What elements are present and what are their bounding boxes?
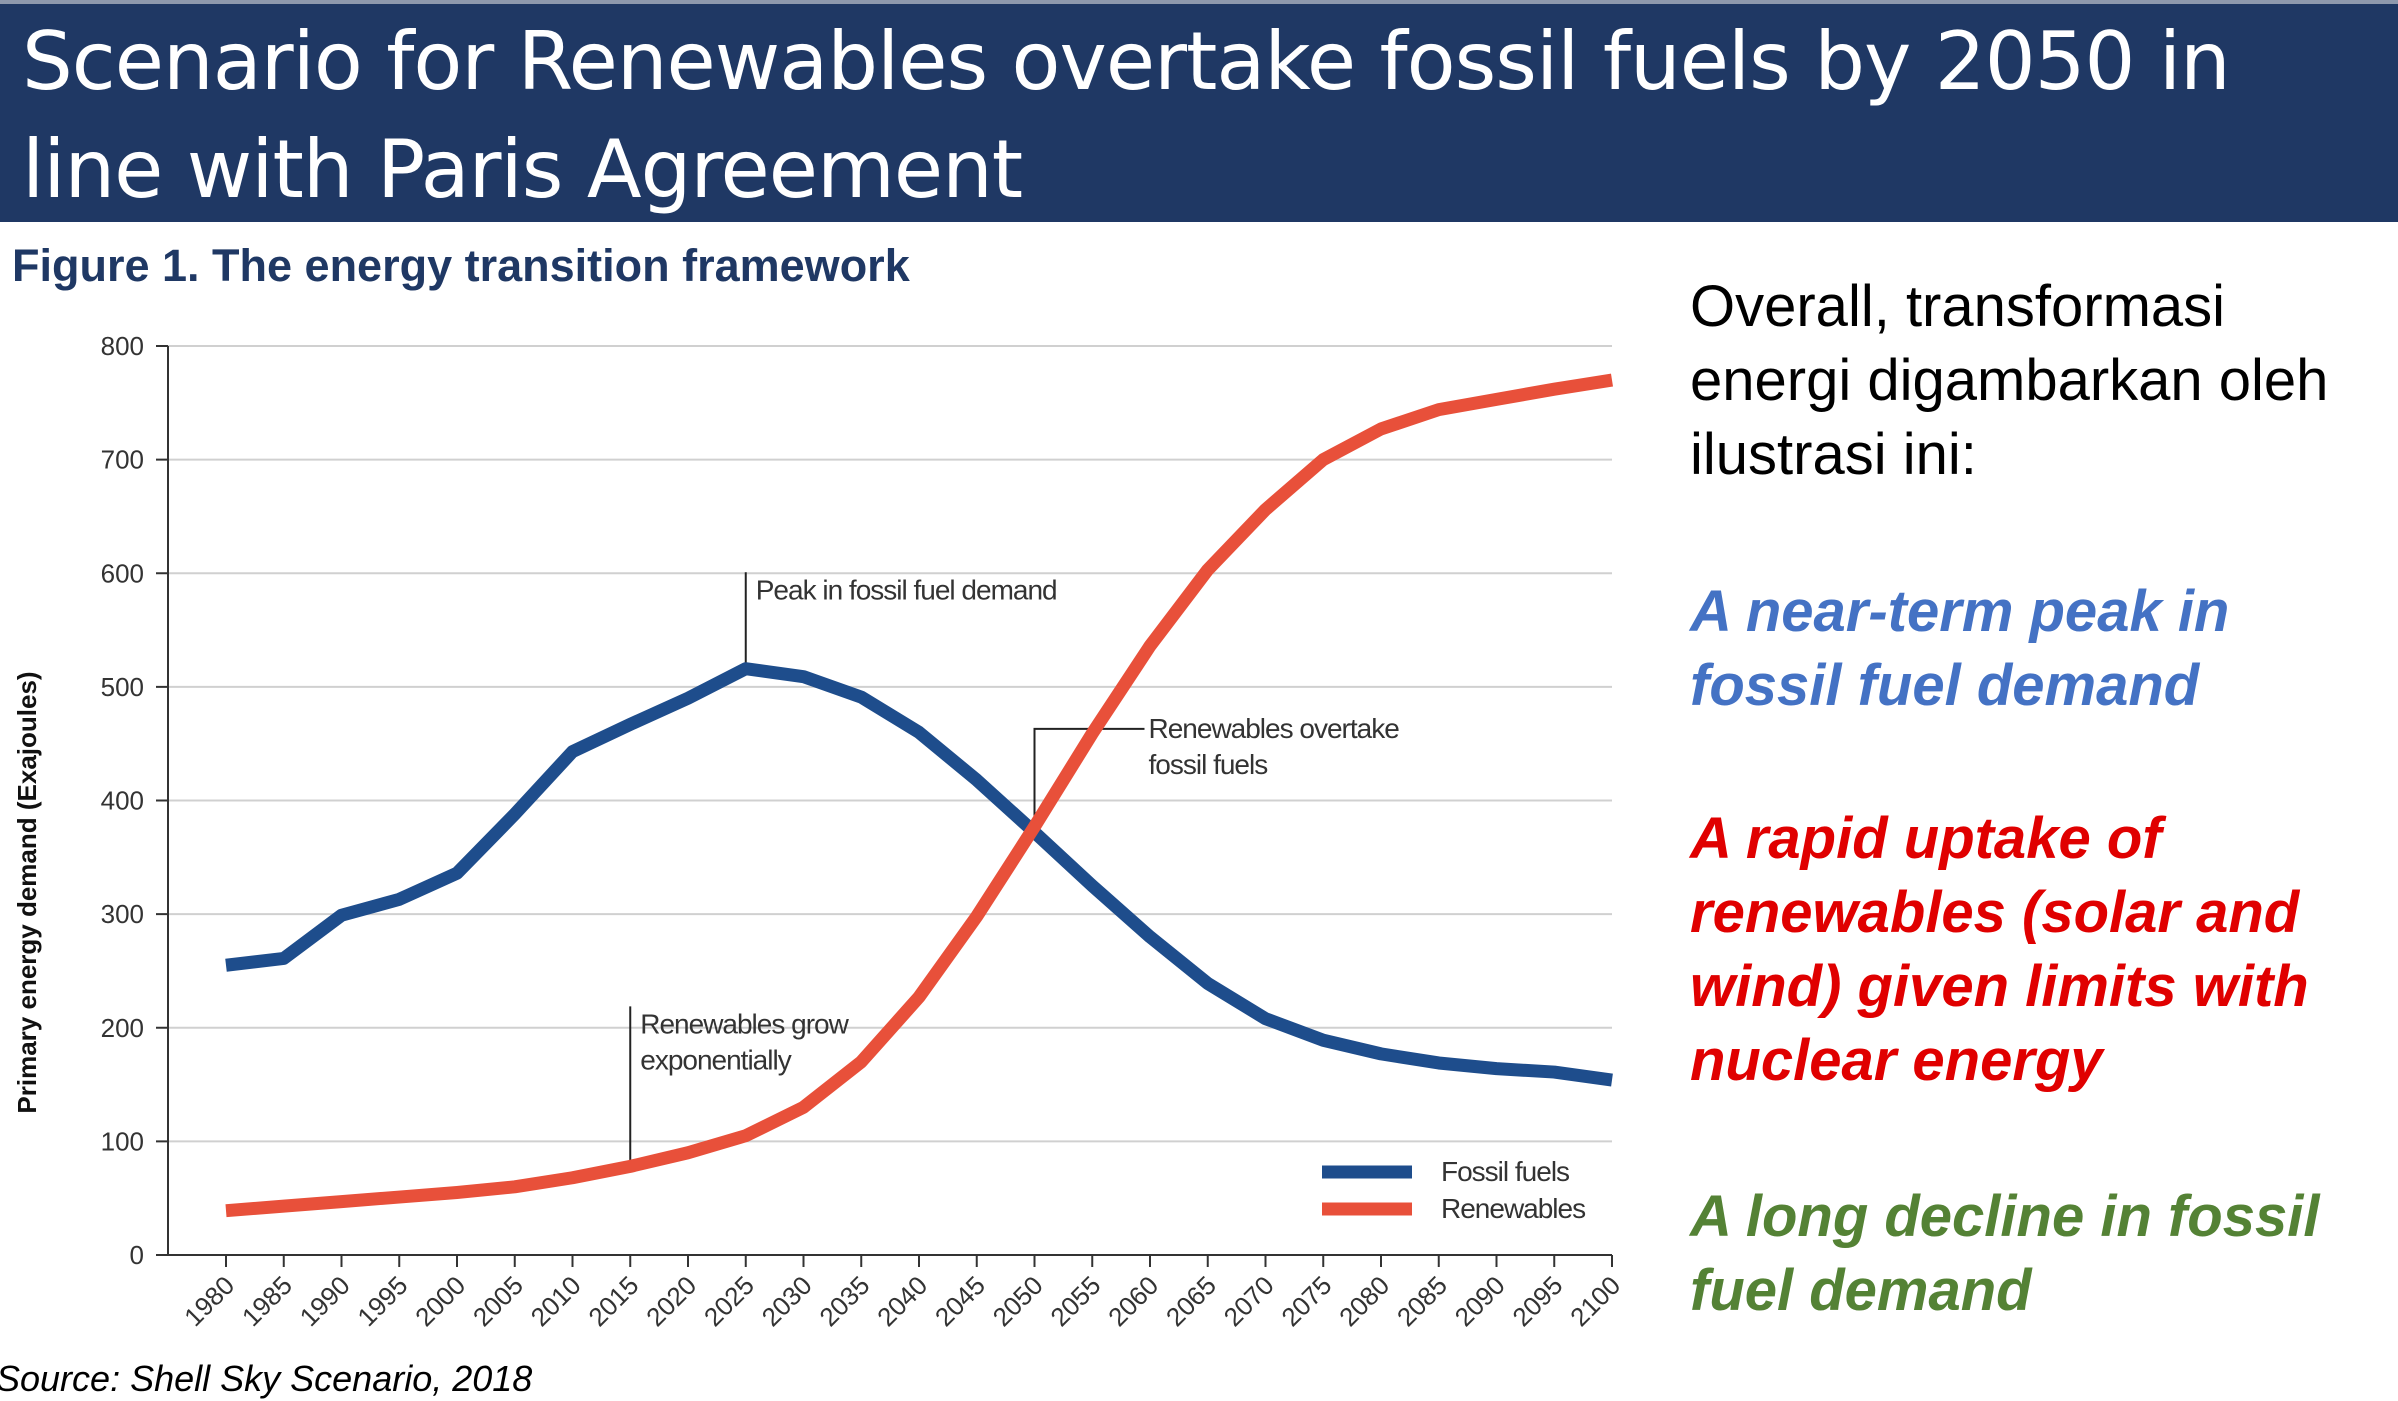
fossil-fuels-line	[225, 662, 1613, 1087]
x-tick-label: 2040	[871, 1270, 933, 1332]
title-bar: Scenario for Renewables overtake fossil …	[0, 0, 2398, 222]
slide-title: Scenario for Renewables overtake fossil …	[22, 15, 2231, 216]
legend-label: Renewables	[1441, 1193, 1585, 1224]
x-tick-label: 2090	[1449, 1270, 1511, 1332]
y-axis-label: Primary energy demand (Exajoules)	[12, 671, 42, 1113]
x-tick-label: 2010	[525, 1270, 587, 1332]
y-tick-label: 600	[101, 558, 144, 588]
point-long-decline: A long decline in fossil fuel demand	[1690, 1184, 2320, 1323]
x-tick-label: 2060	[1102, 1270, 1164, 1332]
x-tick-label: 1985	[236, 1270, 298, 1332]
x-tick-label: 2075	[1275, 1270, 1337, 1332]
y-tick-label: 100	[101, 1126, 144, 1156]
x-tick-label: 2035	[813, 1270, 875, 1332]
annotation-text: Renewables grow	[640, 1008, 849, 1039]
x-tick-label: 2070	[1218, 1270, 1280, 1332]
overall-text: Overall, transformasi energi digambarkan…	[1690, 274, 2329, 487]
x-tick-label: 2015	[582, 1270, 644, 1332]
x-tick-label: 2050	[987, 1270, 1049, 1332]
annotation-text: Peak in fossil fuel demand	[756, 574, 1057, 605]
source-note: Source: Shell Sky Scenario, 2018	[0, 1358, 533, 1399]
x-tick-label: 2100	[1564, 1270, 1626, 1332]
y-tick-label: 700	[101, 445, 144, 475]
x-tick-label: 2065	[1160, 1270, 1222, 1332]
x-tick-label: 2055	[1044, 1270, 1106, 1332]
x-tick-label: 2020	[640, 1270, 702, 1332]
x-tick-label: 2000	[409, 1270, 471, 1332]
point-near-term-peak: A near-term peak in fossil fuel demand	[1690, 579, 2230, 718]
x-tick-label: 2095	[1506, 1270, 1568, 1332]
y-tick-label: 200	[101, 1013, 144, 1043]
annotation-text: Renewables overtake	[1149, 713, 1400, 744]
point-rapid-uptake: A rapid uptake of renewables (solar and …	[1690, 806, 2309, 1093]
annotation-leader	[1033, 727, 1145, 833]
x-tick-label: 2045	[929, 1270, 991, 1332]
chart-title: Figure 1. The energy transition framewor…	[12, 240, 910, 291]
x-tick-label: 2085	[1391, 1270, 1453, 1332]
x-tick-label: 1995	[351, 1270, 413, 1332]
y-tick-label: 400	[101, 786, 144, 816]
x-tick-label: 1980	[178, 1270, 240, 1332]
y-tick-label: 0	[130, 1240, 144, 1270]
annotation-text: fossil fuels	[1149, 749, 1268, 780]
y-tick-label: 500	[101, 672, 144, 702]
x-tick-label: 2030	[756, 1270, 818, 1332]
y-tick-label: 800	[101, 331, 144, 361]
side-panel: Overall, transformasi energi digambarkan…	[1690, 270, 2396, 1323]
x-tick-label: 2080	[1333, 1270, 1395, 1332]
x-tick-label: 2005	[467, 1270, 529, 1332]
x-tick-label: 1990	[294, 1270, 356, 1332]
annotation-text: exponentially	[640, 1044, 791, 1075]
line-chart: 0 100 200 300 400 500 600 700 800 198019851990199…	[12, 331, 1626, 1332]
x-tick-label: 2025	[698, 1270, 760, 1332]
legend-label: Fossil fuels	[1441, 1156, 1569, 1187]
renewables-line	[225, 373, 1614, 1218]
y-tick-label: 300	[101, 899, 144, 929]
